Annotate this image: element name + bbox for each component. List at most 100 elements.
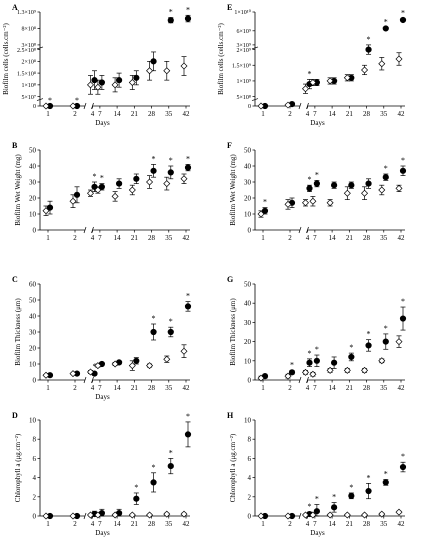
panel-a: A 1 2 4 7 14 21 28 35 42 Days 0 5×10⁷ 1×10⁸ 1.5×10⁸ 2×1… (2, 3, 192, 127)
x-tick-label: 14 (114, 234, 122, 242)
data-point-treatment (184, 431, 192, 438)
y-tick-label: 50 (29, 297, 37, 305)
y-axis-label: Biofilm cells (cells.cm⁻²) (217, 22, 225, 94)
y-tick-label: 10 (244, 357, 252, 365)
significance-asterisk: * (100, 174, 104, 183)
y-tick-label: 6 (248, 455, 252, 463)
data-point-control (378, 357, 386, 365)
significance-asterisk: * (308, 502, 312, 511)
panel-letter: A (12, 3, 18, 12)
y-tick-label: 20 (29, 195, 37, 203)
y-tick-label: 8 (248, 436, 252, 444)
y-tick-label: 2×10⁹ (237, 48, 251, 54)
x-tick-label: 42 (398, 384, 406, 392)
y-axis-label: Biofilm cells (cells.cm⁻²) (2, 22, 10, 94)
x-tick-label: 2 (288, 110, 292, 118)
series-treatment: * * * * (46, 5, 192, 110)
data-point-control (146, 178, 154, 186)
x-tick-label: 4 (306, 520, 310, 528)
data-point-control (180, 347, 188, 355)
y-tick-label: 4 (33, 474, 37, 482)
data-point-control (111, 81, 119, 89)
data-point-control (309, 511, 317, 519)
x-tick-label: 35 (380, 110, 388, 118)
x-tick-label: 42 (398, 520, 406, 528)
x-tick-label: 7 (98, 110, 102, 118)
y-tick-label: 0 (248, 513, 252, 521)
significance-asterisk: * (186, 292, 190, 301)
significance-asterisk: * (93, 172, 97, 181)
x-tick-label: 28 (363, 384, 371, 392)
y-tick-label: 2 (33, 493, 37, 501)
data-point-control (395, 508, 403, 516)
data-point-treatment (331, 182, 338, 189)
x-tick-label: 4 (306, 110, 310, 118)
data-point-treatment (399, 463, 407, 471)
x-tick-label: 14 (329, 234, 337, 242)
data-point-control (326, 511, 334, 519)
data-point-control (395, 338, 403, 346)
series-control (257, 184, 403, 218)
x-tick-label: 4 (91, 384, 95, 392)
data-point-treatment (306, 185, 313, 192)
data-point-control (343, 511, 351, 519)
x-tick-label: 2 (73, 520, 77, 528)
significance-asterisk: * (93, 362, 97, 371)
significance-asterisk: * (384, 18, 388, 27)
data-point-treatment (167, 169, 174, 176)
data-point-control (302, 85, 309, 93)
y-tick-label: 10 (29, 417, 37, 425)
data-point-treatment (382, 25, 389, 32)
x-tick-label: 21 (131, 384, 139, 392)
data-point-treatment (382, 479, 389, 486)
significance-asterisk: * (308, 175, 312, 184)
x-tick-label: 42 (183, 110, 191, 118)
data-point-treatment (150, 328, 157, 336)
data-point-treatment (150, 167, 157, 174)
y-axis-label: Chlorophyll a (μg.cm⁻²) (14, 433, 22, 502)
x-tick-label: 1 (261, 234, 265, 242)
panel-letter: D (12, 411, 18, 420)
data-point-treatment (399, 315, 407, 322)
x-tick-label: 28 (363, 234, 371, 242)
y-tick-label: 6×10⁹ (237, 29, 251, 35)
data-point-control (111, 511, 119, 519)
y-tick-label: 2.5×10⁸ (17, 48, 36, 54)
significance-asterisk: * (315, 494, 319, 503)
x-tick-label: 14 (329, 384, 337, 392)
x-tick-label: 14 (114, 384, 122, 392)
data-point-control (343, 74, 351, 82)
x-tick-label: 4 (91, 234, 95, 242)
data-point-control (361, 511, 369, 519)
data-point-treatment (116, 77, 123, 84)
data-point-treatment (348, 353, 355, 361)
x-tick-label: 2 (73, 110, 77, 118)
significance-asterisk: * (401, 156, 405, 165)
series-treatment: ***** (261, 156, 407, 215)
y-tick-label: 0 (33, 227, 37, 235)
data-point-control (395, 55, 403, 63)
panel-c: C 1 2 4 7 14 21 28 35 42 Days 0 10 20 30 40 50 60 Biofilm … (12, 275, 192, 401)
significance-asterisk: * (315, 345, 319, 354)
x-tick-label: 1 (46, 520, 50, 528)
x-tick-label: 7 (98, 234, 102, 242)
data-point-treatment (399, 16, 407, 24)
significance-asterisk: * (169, 156, 173, 165)
x-tick-label: 2 (73, 384, 77, 392)
x-tick-label: 28 (148, 234, 156, 242)
x-tick-label: 7 (313, 110, 317, 118)
significance-asterisk: * (186, 412, 190, 421)
data-point-treatment (331, 504, 338, 511)
y-tick-label: 30 (29, 329, 37, 337)
data-point-treatment (116, 180, 123, 187)
significance-asterisk: * (290, 360, 294, 369)
data-point-control (111, 360, 119, 368)
significance-asterisk: * (401, 297, 405, 306)
x-tick-label: 2 (288, 234, 292, 242)
y-axis-label: Chlorophyll a (μg.cm⁻²) (229, 433, 237, 502)
data-point-control (128, 362, 136, 370)
y-tick-label: 0 (248, 227, 252, 235)
x-tick-label: 21 (346, 520, 354, 528)
y-tick-label: 10 (29, 211, 37, 219)
significance-asterisk: * (401, 9, 405, 18)
